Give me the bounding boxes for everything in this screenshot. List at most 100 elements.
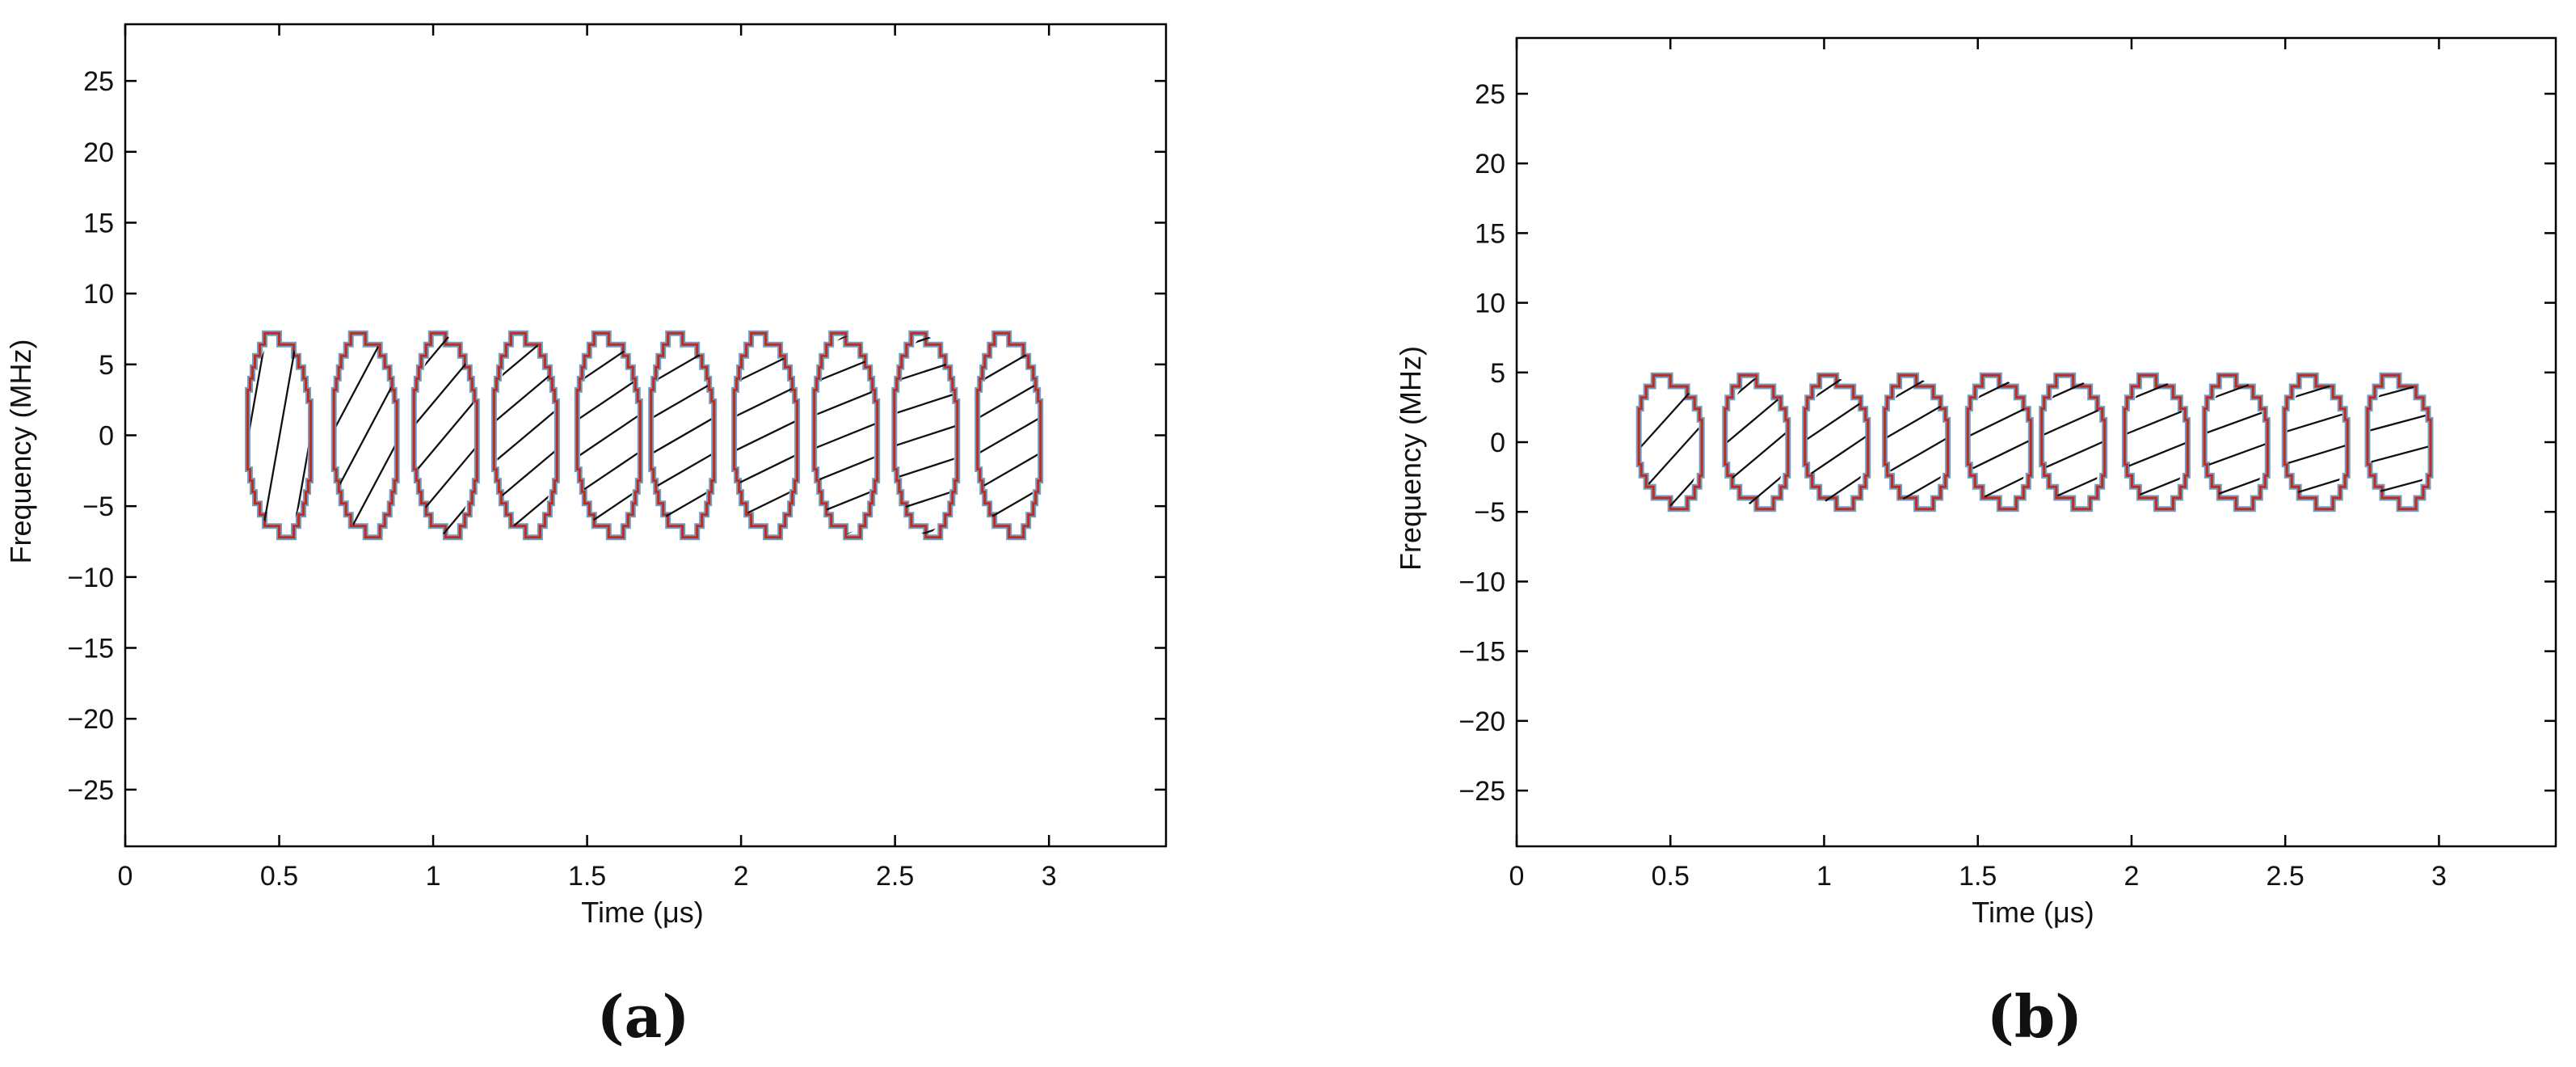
pulse-contour xyxy=(2123,373,2189,511)
y-tick-label: −10 xyxy=(1458,567,1505,597)
y-axis-label: Frequency (MHz) xyxy=(1394,346,1427,571)
hatch-line xyxy=(167,299,210,540)
hatch-line xyxy=(2127,450,2186,506)
hatch-line xyxy=(816,360,875,454)
pulse-outline xyxy=(1635,372,1705,512)
hatch-line xyxy=(2370,402,2428,446)
pulse-ellipse xyxy=(1722,372,1791,512)
pulse-ellipse xyxy=(330,330,400,541)
hatch-line xyxy=(1807,406,1866,498)
pulse-ellipse xyxy=(2364,372,2434,512)
y-tick-label: 25 xyxy=(83,66,114,97)
hatch-line xyxy=(816,336,875,369)
y-tick-label: −25 xyxy=(67,775,114,806)
hatch-line xyxy=(979,400,1038,525)
pulse-outline xyxy=(1722,372,1791,512)
pulse-contour xyxy=(1884,373,1950,511)
chart-panel-b: 0 0.5 1 1.5 2 2.5 3 25 20 15 10 5 0 −5 −10 −15 −20 −25 Tim… xyxy=(1394,36,2557,1051)
y-tick-label: 0 xyxy=(99,421,114,452)
pulse-contour xyxy=(893,331,959,539)
pulse-outline xyxy=(2201,372,2271,512)
pulse-ellipse xyxy=(137,293,314,541)
hatch-line xyxy=(1807,381,1866,473)
y-tick-label: 25 xyxy=(1475,79,1505,110)
hatch-line xyxy=(1807,432,1866,506)
y-tick-label: 10 xyxy=(1475,289,1505,319)
hatch-line xyxy=(736,463,795,534)
y-tick-label: −5 xyxy=(1474,497,1505,528)
x-tick-label: 0 xyxy=(118,861,133,892)
hatch-line xyxy=(896,455,955,534)
pulse-ellipse xyxy=(974,330,1044,541)
panel-label: (a) xyxy=(597,982,690,1051)
x-axis-label: Time (μs) xyxy=(581,896,703,929)
pulse-ellipse xyxy=(2281,372,2351,512)
hatch-line xyxy=(2207,396,2266,453)
hatch-line xyxy=(2287,428,2346,479)
pulse-ellipse xyxy=(731,330,801,541)
pulse-hatching xyxy=(816,336,875,534)
pulse-contour xyxy=(575,331,642,539)
y-tick-label: −20 xyxy=(67,704,114,735)
hatch-line xyxy=(2287,399,2346,449)
pulse-contour xyxy=(1724,373,1790,511)
y-tick-label: −25 xyxy=(1458,776,1505,807)
hatch-line xyxy=(137,293,180,534)
hatch-line xyxy=(2127,378,2186,428)
hatch-line xyxy=(2287,458,2346,506)
hatch-line xyxy=(1887,385,1946,467)
hatch-line xyxy=(2287,378,2346,420)
pulse-ellipse xyxy=(2201,372,2271,512)
x-tick-label: 2.5 xyxy=(2267,861,2305,892)
hatch-line xyxy=(736,408,795,518)
y-tick-label: −10 xyxy=(67,563,114,593)
pulse-contour xyxy=(1804,373,1870,511)
hatch-line xyxy=(1970,444,2029,506)
pulse-contour xyxy=(1966,373,2032,511)
hatch-line xyxy=(896,397,955,474)
y-tick-label: 15 xyxy=(1475,218,1505,249)
x-tick-label: 0.5 xyxy=(1652,861,1690,892)
hatch-line xyxy=(816,417,875,512)
pulse-ellipse xyxy=(1802,372,1871,512)
pulse-contour xyxy=(2203,373,2269,511)
pulse-ellipse xyxy=(1964,372,2034,512)
hatch-line xyxy=(896,336,955,358)
hatch-line xyxy=(816,336,875,426)
pulse-series xyxy=(1635,372,2434,512)
hatch-line xyxy=(2370,378,2428,416)
y-tick-label: 0 xyxy=(1490,428,1505,458)
hatch-line xyxy=(496,379,555,534)
x-tick-label: 1.5 xyxy=(568,861,606,892)
x-tick-label: 0.5 xyxy=(260,861,298,892)
pulse-ellipse xyxy=(2121,372,2191,512)
pulse-hatching xyxy=(2370,378,2428,506)
pulse-hatching xyxy=(2044,378,2102,506)
x-tick-label: 1 xyxy=(1816,861,1832,892)
y-tick-label: 20 xyxy=(83,137,114,168)
hatch-line xyxy=(2370,378,2428,386)
pulse-contour xyxy=(2283,373,2349,511)
pulse-ellipse xyxy=(490,330,560,541)
hatch-line xyxy=(496,336,555,492)
hatch-line xyxy=(816,336,875,398)
hatch-line xyxy=(653,373,712,498)
hatch-line xyxy=(2127,422,2186,484)
pulse-contour xyxy=(2040,373,2107,511)
hatch-line xyxy=(1887,411,1946,494)
pulse-hatching xyxy=(2287,378,2346,506)
pulse-contour xyxy=(246,331,312,539)
hatch-line xyxy=(336,341,395,534)
hatch-line xyxy=(416,341,475,530)
pulse-contour xyxy=(733,331,799,539)
pulse-contour xyxy=(650,331,716,539)
hatch-line xyxy=(579,340,638,480)
hatch-line xyxy=(579,366,638,505)
hatch-line xyxy=(653,347,712,471)
y-tick-label: 15 xyxy=(83,208,114,238)
hatch-line xyxy=(496,356,555,516)
hatch-line xyxy=(1970,416,2029,489)
hatch-line xyxy=(336,336,395,530)
x-tick-label: 0 xyxy=(1509,861,1525,892)
